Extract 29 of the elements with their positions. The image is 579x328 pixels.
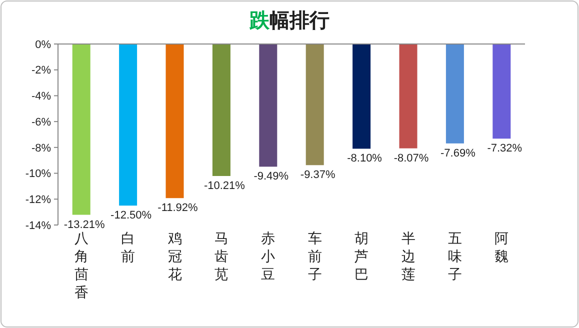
y-tick-label: -8% xyxy=(31,142,52,154)
y-tick-label: -12% xyxy=(25,194,52,206)
x-tick-label: 车前子 xyxy=(308,230,322,282)
y-tick-label: -4% xyxy=(31,90,52,103)
x-tick-label: 鸡冠花 xyxy=(166,230,182,282)
x-tick-label: 马齿苋 xyxy=(214,230,228,282)
x-tick-label: 白前 xyxy=(121,230,136,264)
data-label: -12.50% xyxy=(110,210,152,222)
x-tick-label: 八角茴香 xyxy=(74,230,88,300)
y-tick-label: 0% xyxy=(35,38,52,51)
y-tick-label: -2% xyxy=(31,64,52,77)
data-label: -11.92% xyxy=(158,202,198,214)
data-label: -13.21% xyxy=(64,218,106,231)
y-tick-label: -6% xyxy=(31,116,52,128)
y-tick-label: -10% xyxy=(25,168,52,180)
data-label: -10.21% xyxy=(204,180,246,192)
data-label: -8.10% xyxy=(347,152,382,165)
x-tick-label: 胡芦巴 xyxy=(354,230,369,282)
data-label: -9.49% xyxy=(254,170,289,183)
data-label: -7.69% xyxy=(440,147,476,160)
data-label: -7.32% xyxy=(487,142,522,155)
data-label: -9.37% xyxy=(300,169,336,182)
x-tick-label: 五味子 xyxy=(448,230,462,282)
x-tick-label: 赤小豆 xyxy=(261,230,276,282)
x-tick-label: 阿魏 xyxy=(494,230,509,264)
y-tick-label: -14% xyxy=(25,220,52,232)
data-label: -8.07% xyxy=(394,152,429,164)
x-tick-label: 半边莲 xyxy=(401,230,416,282)
chart-title: 跌幅排行 xyxy=(248,10,330,32)
